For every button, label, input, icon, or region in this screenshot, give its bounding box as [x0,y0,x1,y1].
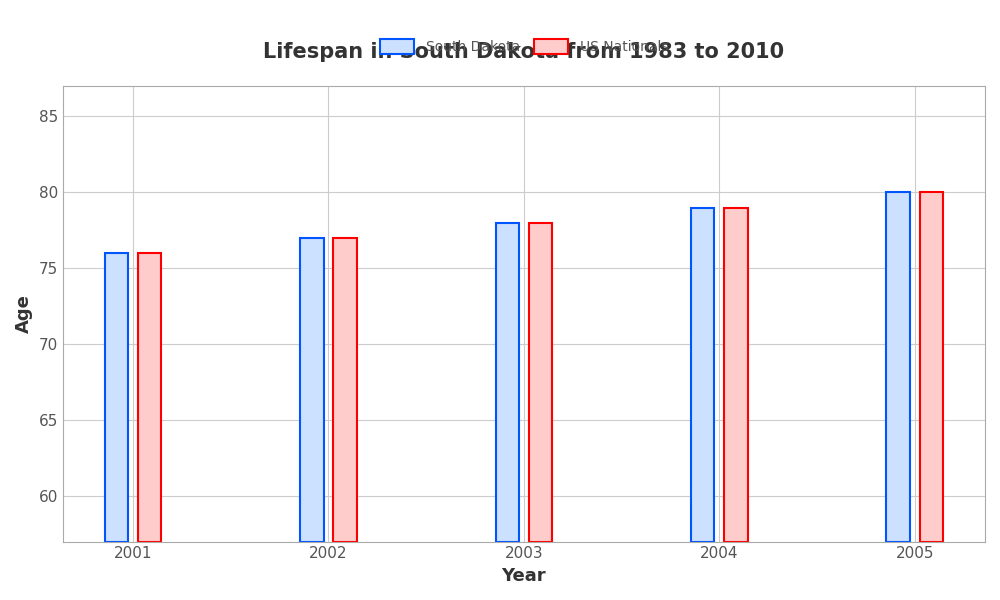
Bar [300,238,324,542]
Y-axis label: Age: Age [15,295,33,333]
Bar [529,223,552,542]
Bar [496,223,519,542]
Legend: South Dakota, US Nationals: South Dakota, US Nationals [374,34,674,60]
Bar [886,193,910,542]
Bar [691,208,714,542]
Bar [333,238,357,542]
Bar [105,253,128,542]
Bar [920,193,943,542]
Bar [724,208,748,542]
Title: Lifespan in South Dakota from 1983 to 2010: Lifespan in South Dakota from 1983 to 20… [263,43,784,62]
Bar [138,253,161,542]
X-axis label: Year: Year [502,567,546,585]
